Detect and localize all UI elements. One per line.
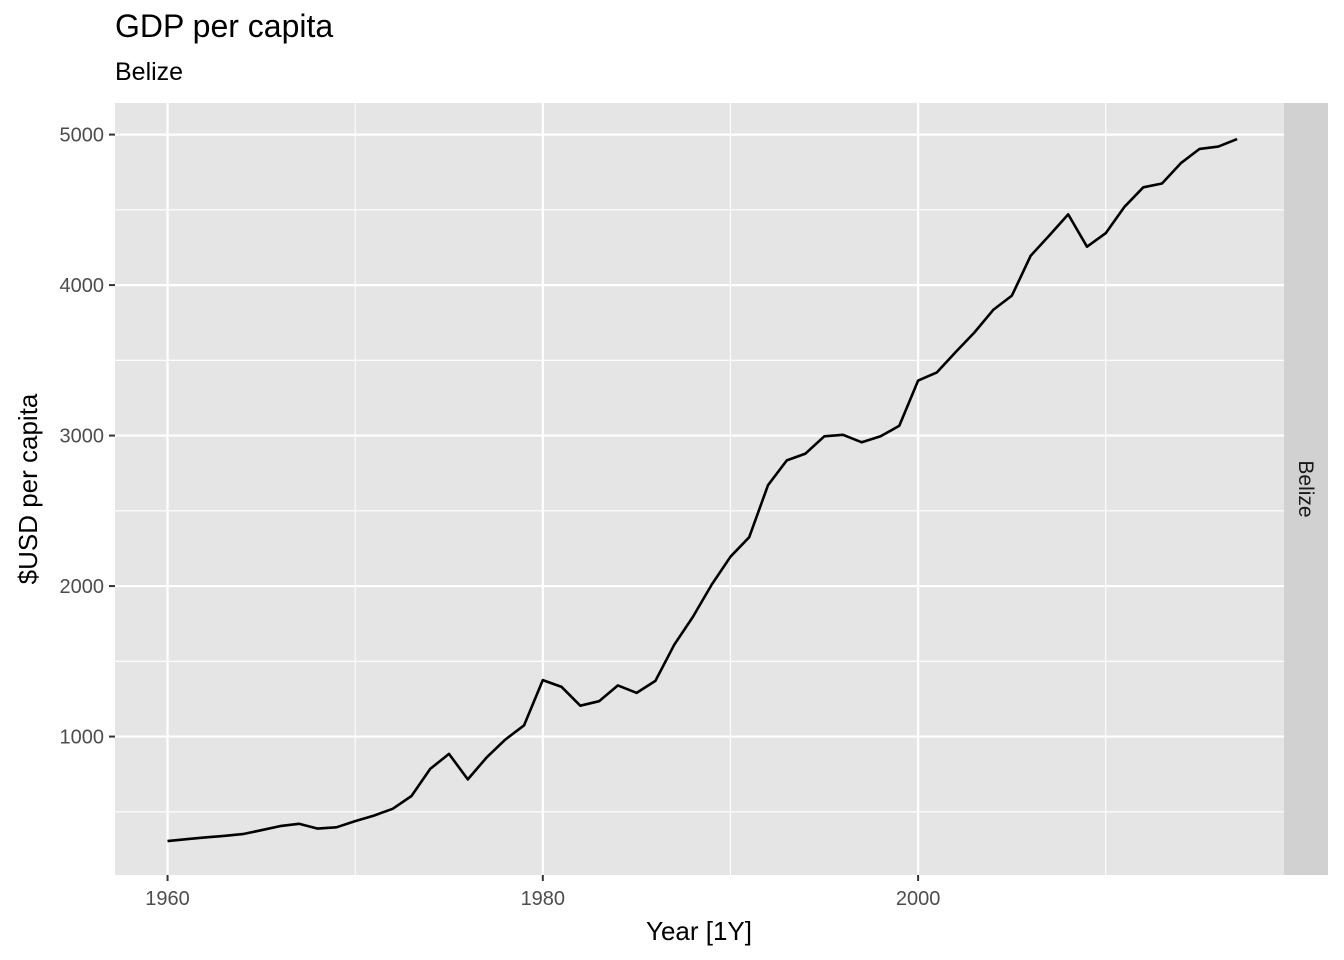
facet-strip-label: Belize <box>1294 460 1317 517</box>
x-tick-label: 2000 <box>896 888 941 910</box>
chart-subtitle: Belize <box>115 58 184 86</box>
x-tick-label: 1960 <box>145 888 190 910</box>
x-axis-title: Year [1Y] <box>646 916 752 946</box>
minor-gridlines <box>115 103 1284 875</box>
y-axis-title: $USD per capita <box>13 393 43 584</box>
gdp-series-line <box>167 137 1238 843</box>
y-tick-label: 3000 <box>60 426 105 448</box>
y-tick-label: 5000 <box>60 125 105 147</box>
x-tick-label: 1980 <box>521 888 566 910</box>
chart-title: GDP per capita <box>115 8 334 44</box>
facet-strip <box>1284 103 1328 875</box>
y-tick-label: 1000 <box>60 727 105 749</box>
x-axis: 1960 1980 2000 <box>145 875 940 910</box>
y-tick-label: 2000 <box>60 576 105 598</box>
y-axis: 1000 2000 3000 4000 5000 <box>60 125 115 749</box>
y-tick-label: 4000 <box>60 275 105 297</box>
major-gridlines <box>115 103 1284 875</box>
plot-panel <box>115 103 1284 875</box>
